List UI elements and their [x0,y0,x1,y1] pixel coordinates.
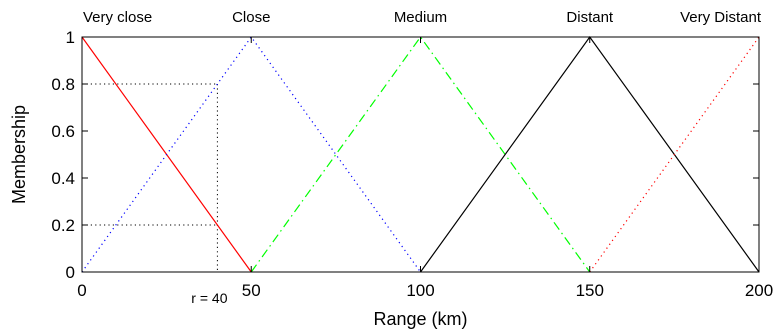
series-group [81,35,760,273]
term-label-medium: Medium [394,9,447,26]
y-tick-label: 0.8 [51,75,75,94]
term-label-very-close: Very close [83,9,152,26]
term-label-distant: Distant [566,9,614,26]
x-tick-label: 0 [77,281,86,300]
y-tick-label: 0.6 [51,122,75,141]
y-tick-label: 0.4 [51,169,75,188]
series-line-distant [420,35,760,273]
term-labels: Very close Close Medium Distant Very Distant [83,9,762,26]
x-tick-label: 100 [406,281,434,300]
series-line-close [81,35,421,273]
y-tick-label: 0 [66,263,75,282]
y-axis-label: Membership [9,105,29,204]
term-label-very-distant: Very Distant [680,9,762,26]
axis-ticks: 0 50 100 150 200 0 0.2 0.4 0.6 0.8 1 [51,28,773,300]
series-line-very-distant [589,36,760,273]
x-axis-label: Range (km) [373,309,467,329]
term-label-close: Close [232,9,270,26]
plot-frame [81,36,760,273]
y-tick-label: 1 [66,28,75,47]
annotation-label: r = 40 [191,290,227,306]
x-tick-label: 50 [242,281,261,300]
annotation-guides [82,83,218,272]
y-tick-label: 0.2 [51,216,75,235]
x-tick-label: 150 [576,281,604,300]
series-line-medium [250,35,591,273]
x-tick-label: 200 [745,281,773,300]
